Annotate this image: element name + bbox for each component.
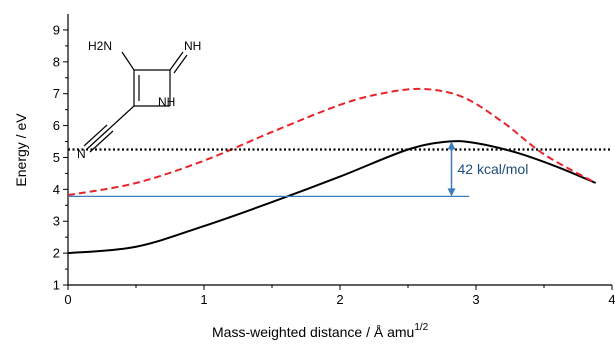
y-tick-label: 8: [53, 54, 60, 69]
x-tick-label: 4: [608, 292, 615, 307]
x-tick-label: 0: [64, 292, 71, 307]
x-tick-label: 3: [472, 292, 479, 307]
mol-bond-imine: [169, 51, 184, 71]
mol-label-ring-nh: NH: [158, 95, 175, 109]
x-axis-title: Mass-weighted distance / Å amu1/2: [212, 322, 429, 340]
x-tick-label: 1: [200, 292, 207, 307]
x-axis-title-superscript: 1/2: [414, 322, 428, 333]
y-tick-label: 4: [53, 182, 60, 197]
y-axis-title: Energy / eV: [13, 113, 29, 187]
molecule-structure: [83, 51, 188, 153]
mol-label-nh2: H2N: [88, 39, 112, 53]
arrow-head-bottom: [447, 188, 456, 197]
x-tick-label: 2: [336, 292, 343, 307]
y-tick-label: 5: [53, 150, 60, 165]
x-axis-title-main: Mass-weighted distance / Å amu: [212, 324, 414, 340]
energy-gap-label: 42 kcal/mol: [458, 161, 529, 177]
mol-label-nitrile-n: N: [77, 147, 86, 161]
y-tick-label: 6: [53, 118, 60, 133]
arrow-head-top: [447, 141, 456, 150]
x-ticks: 0 1 2 3 4: [64, 285, 615, 307]
mol-bond-imine-double: [173, 54, 188, 74]
y-tick-label: 7: [53, 86, 60, 101]
annotation-layer: 42 kcal/mol: [447, 141, 529, 197]
ground-state-curve: [67, 140, 597, 255]
mol-bond-cn-triple-3: [89, 130, 114, 153]
excited-state-curve: [67, 87, 597, 197]
mol-bond-nh2: [121, 51, 135, 71]
mol-bond-cn: [109, 105, 135, 129]
y-tick-label: 2: [53, 246, 60, 261]
mol-bond-cn-triple-1: [86, 127, 111, 150]
y-tick-label: 9: [53, 22, 60, 37]
y-tick-label: 1: [53, 278, 60, 293]
mol-label-imine: NH: [184, 39, 201, 53]
series-layer: [67, 87, 612, 255]
mol-bond-cn-triple-2: [83, 124, 108, 147]
y-tick-label: 3: [53, 214, 60, 229]
y-ticks: 1 2 3 4 5 6 7 8 9: [53, 22, 68, 293]
